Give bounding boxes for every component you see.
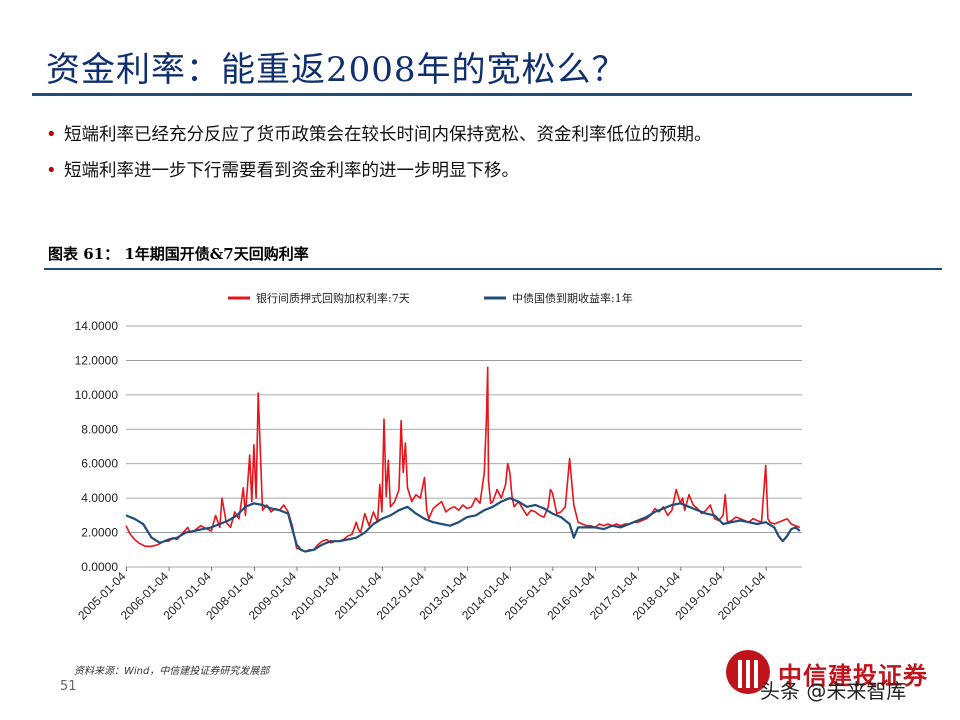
company-logo-text: 中信建投证券 bbox=[778, 661, 928, 690]
page-number: 51 bbox=[60, 679, 77, 694]
legend-label: 中债国债到期收益率:1年 bbox=[512, 291, 633, 305]
bullet-dot-icon: • bbox=[46, 160, 57, 181]
bullet-text: 短端利率进一步下行需要看到资金利率的进一步明显下移。 bbox=[64, 161, 519, 181]
y-tick-label: 14.0000 bbox=[75, 319, 119, 333]
slide-title: 资金利率：能重返2008年的宽松么？ bbox=[46, 50, 627, 90]
bullet-text: 短端利率已经充分反应了货币政策会在较长时间内保持宽松、资金利率低位的预期。 bbox=[64, 125, 712, 145]
y-tick-label: 10.0000 bbox=[75, 388, 119, 402]
legend-label: 银行间质押式回购加权利率:7天 bbox=[256, 291, 410, 305]
line-chart: 0.0000 2.0000 4.0000 6.0000 8.0000 10.0000 12.… bbox=[75, 291, 802, 623]
y-tick-label: 4.0000 bbox=[81, 491, 118, 505]
y-tick-label: 2.0000 bbox=[81, 526, 118, 540]
bullet-item: • 短端利率进一步下行需要看到资金利率的进一步明显下移。 bbox=[40, 153, 920, 189]
watermark-text: 头条 @未来智库 bbox=[760, 679, 907, 703]
source-note: 资料来源：Wind，中信建投证券研究发展部 bbox=[74, 666, 270, 677]
bullet-list: • 短端利率已经充分反应了货币政策会在较长时间内保持宽松、资金利率低位的预期。 •… bbox=[40, 117, 920, 189]
y-tick-label: 6.0000 bbox=[81, 457, 118, 471]
series-line-repo-7d bbox=[125, 366, 801, 553]
company-logo-icon bbox=[726, 650, 770, 694]
figure-title: 图表 61： 1年期国开债&7天回购利率 bbox=[48, 245, 309, 263]
series-line-bond-1y bbox=[125, 497, 801, 553]
figure-divider bbox=[44, 268, 942, 270]
y-tick-label: 8.0000 bbox=[81, 422, 118, 436]
y-tick-label: 12.0000 bbox=[75, 353, 119, 367]
title-divider bbox=[32, 93, 912, 96]
bullet-item: • 短端利率已经充分反应了货币政策会在较长时间内保持宽松、资金利率低位的预期。 bbox=[40, 117, 920, 153]
y-tick-label: 0.0000 bbox=[81, 560, 118, 574]
bullet-dot-icon: • bbox=[46, 124, 57, 145]
